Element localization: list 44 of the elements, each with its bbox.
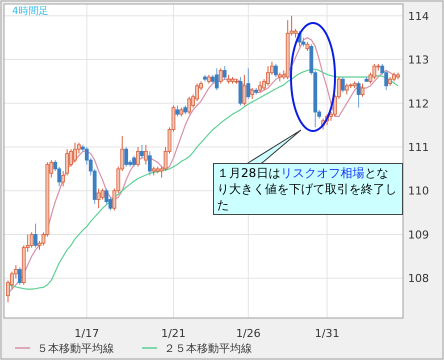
candlestick [344,83,349,96]
y-tick-label: 109 [408,228,429,242]
candlestick [258,80,262,93]
candlestick [340,76,345,93]
candlestick [124,146,128,168]
candlestick [136,146,140,168]
candlestick [96,188,101,209]
candlestick [175,104,180,117]
legend-label: ５本移動平均線 [37,342,114,355]
candlestick [372,63,376,80]
candlestick [18,266,22,286]
candlestick [222,66,227,80]
candlestick [144,144,148,165]
candlestick [384,70,388,91]
x-tick-label: 1/17 [74,327,100,340]
candlestick [242,74,246,106]
annotation: １月28日はリスクオフ相場となり大きく値を下げて取引を終了した [217,166,397,212]
candlestick [132,155,136,168]
x-tick-label: 1/26 [236,327,261,340]
x-tick-label: 1/31 [314,327,340,340]
candlestick [274,63,278,78]
candlestick [238,76,242,106]
y-tick-label: 111 [408,141,429,154]
x-tick-label: 1/21 [161,327,186,340]
candlestick [187,96,192,115]
legend-label: ２５本移動平均線 [164,342,252,355]
y-tick-label: 114 [408,10,429,23]
y-tick-label: 108 [408,272,429,286]
candlestick [246,68,250,100]
candlestick [73,142,77,163]
y-tick-label: 110 [408,184,429,198]
candlestick [250,87,254,100]
y-tick-label: 112 [408,97,429,110]
candlestick [266,66,270,86]
y-tick-label: 113 [408,54,429,67]
annotation: 4時間足 [12,4,48,19]
candlestick [218,68,223,84]
candlestick [214,68,219,91]
candlestick [140,144,144,158]
candlestick [360,83,364,98]
candlestick [356,80,361,108]
candlestick [148,150,152,176]
candlestick [34,223,38,248]
candlestick [30,232,34,248]
